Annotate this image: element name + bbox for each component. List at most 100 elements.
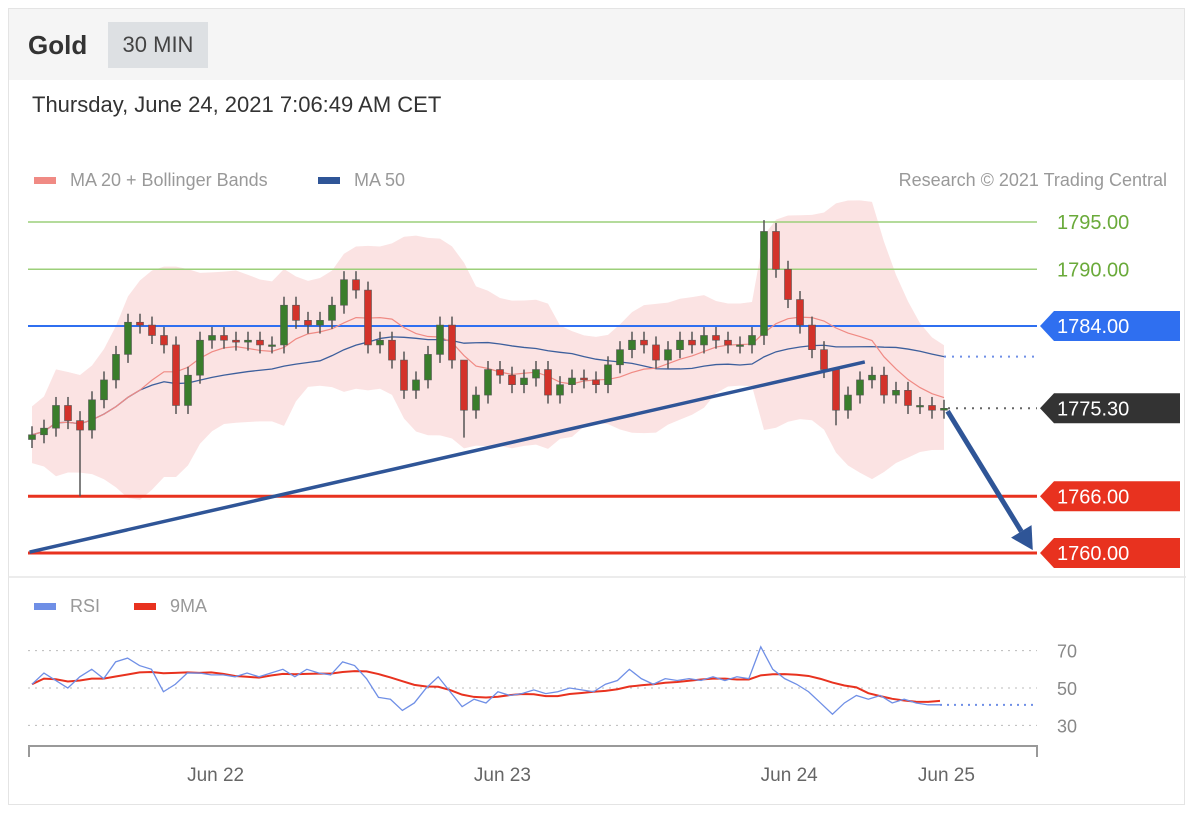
candle xyxy=(784,268,792,300)
candle xyxy=(52,405,60,429)
candle xyxy=(880,374,888,396)
candle xyxy=(760,231,768,336)
legend-swatch xyxy=(318,177,340,184)
trendline xyxy=(29,360,866,554)
candle xyxy=(580,377,588,381)
candle xyxy=(232,339,240,343)
candle xyxy=(328,304,336,321)
candle xyxy=(856,379,864,396)
candle xyxy=(112,354,120,381)
candle xyxy=(868,374,876,381)
candle xyxy=(304,320,312,326)
level-tag-pivot xyxy=(1040,311,1180,342)
candle xyxy=(28,434,36,440)
candle xyxy=(196,339,204,376)
candle xyxy=(772,231,780,270)
forecast-arrowhead xyxy=(1011,525,1033,551)
x-tick-label: Jun 25 xyxy=(918,765,975,786)
candle xyxy=(832,369,840,411)
rsi-9ma-line xyxy=(31,670,941,703)
candle xyxy=(496,369,504,376)
candle xyxy=(364,289,372,346)
candle xyxy=(376,339,384,346)
candle xyxy=(604,364,612,385)
candle xyxy=(640,339,648,346)
candle xyxy=(256,339,264,346)
candle xyxy=(292,304,300,321)
candle xyxy=(172,344,180,406)
candle xyxy=(64,405,72,421)
candle xyxy=(664,349,672,361)
legend-swatch xyxy=(34,177,56,184)
candle xyxy=(940,408,948,411)
candle xyxy=(388,339,396,361)
candle xyxy=(676,339,684,350)
candle xyxy=(652,344,660,361)
rsi-tick-label: 50 xyxy=(1057,679,1077,699)
candle xyxy=(916,405,924,408)
forecast-arrow xyxy=(945,409,1024,533)
level-label: 1766.00 xyxy=(1057,486,1129,508)
x-axis xyxy=(28,745,1038,757)
candle xyxy=(280,304,288,346)
candle xyxy=(148,324,156,336)
candle xyxy=(592,379,600,385)
ma50-line xyxy=(31,336,945,436)
candle xyxy=(928,405,936,411)
candle xyxy=(340,279,348,306)
level-tag-support xyxy=(1040,537,1180,568)
candle xyxy=(796,299,804,326)
candle xyxy=(688,339,696,346)
legend-ma20: MA 20 + Bollinger Bands xyxy=(34,170,268,191)
candle xyxy=(736,344,744,347)
candle xyxy=(460,359,468,411)
rsi-tick-label: 30 xyxy=(1057,716,1077,736)
rsi-tick-label: 70 xyxy=(1057,642,1077,662)
candle xyxy=(400,359,408,391)
legend-label: RSI xyxy=(70,596,101,616)
candle xyxy=(820,349,828,370)
candle xyxy=(892,390,900,396)
legend-label: 9MA xyxy=(170,596,208,616)
level-label: 1795.00 xyxy=(1057,212,1129,234)
candle xyxy=(568,377,576,385)
legend-swatch xyxy=(34,603,56,610)
candle xyxy=(544,369,552,396)
candle xyxy=(436,324,444,355)
candle xyxy=(808,324,816,350)
candle xyxy=(472,394,480,411)
candle xyxy=(700,335,708,346)
level-label: 1784.00 xyxy=(1057,316,1129,338)
candle xyxy=(508,374,516,385)
datetime-label: Thursday, June 24, 2021 7:06:49 AM CET xyxy=(32,92,442,117)
candle xyxy=(556,384,564,396)
candle xyxy=(484,369,492,396)
bollinger-bands xyxy=(32,200,944,500)
legend-swatch xyxy=(134,603,156,610)
candle xyxy=(532,369,540,379)
legend-label: MA 20 + Bollinger Bands xyxy=(70,170,268,190)
candle xyxy=(424,354,432,381)
candle xyxy=(448,324,456,361)
level-tag-support xyxy=(1040,481,1180,512)
level-label: 1790.00 xyxy=(1057,259,1129,281)
candle xyxy=(712,335,720,341)
symbol-title: Gold xyxy=(28,30,88,60)
candle xyxy=(160,335,168,346)
candle xyxy=(904,390,912,406)
copyright: Research © 2021 Trading Central xyxy=(898,170,1167,190)
candle xyxy=(100,379,108,401)
candle xyxy=(316,320,324,326)
candle xyxy=(412,379,420,391)
legend-rsi: RSI xyxy=(34,596,100,617)
candle xyxy=(124,321,132,355)
legend-9ma: 9MA xyxy=(134,596,207,617)
timeframe-badge[interactable]: 30 MIN xyxy=(108,22,208,68)
candle xyxy=(76,420,84,431)
x-tick-label: Jun 23 xyxy=(474,765,531,786)
candle xyxy=(88,399,96,431)
candle xyxy=(352,279,360,291)
candle xyxy=(268,344,276,347)
candle xyxy=(628,339,636,350)
